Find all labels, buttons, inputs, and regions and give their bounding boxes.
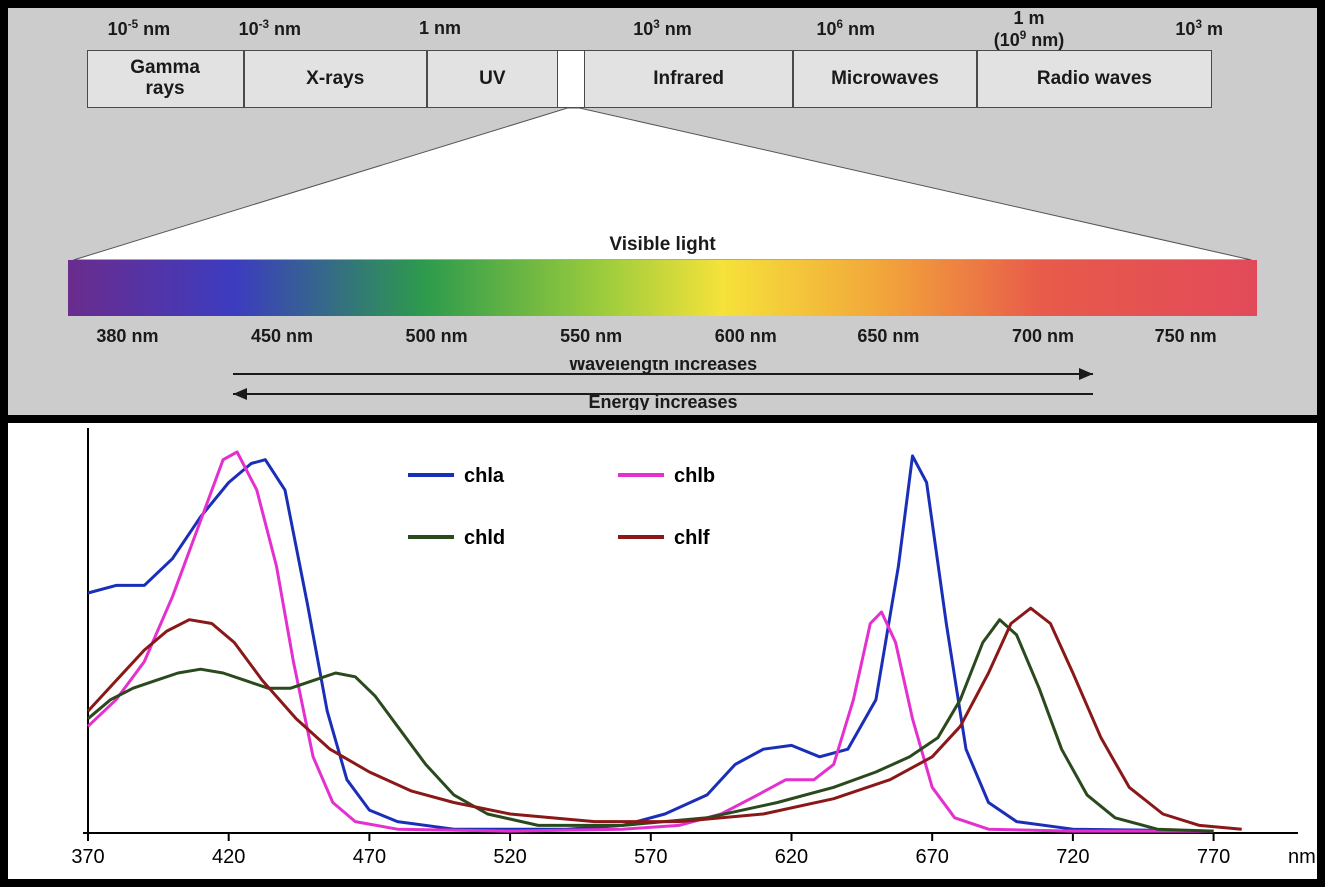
x-tick-label: 620 [775,846,808,868]
spectrum-band-uv: UV [427,50,558,108]
x-axis-label: nm [1288,846,1316,868]
spectrum-band-radio-waves: Radio waves [977,50,1213,108]
legend-label-chlb: chlb [674,465,715,487]
spectrum-band-x-rays: X-rays [244,50,427,108]
wavelength-scale-label: 10-5 nm [108,18,170,40]
visible-light-tick: 500 nm [406,326,468,347]
visible-light-tick: 750 nm [1155,326,1217,347]
x-tick-label: 770 [1197,846,1230,868]
visible-light-tick: 600 nm [715,326,777,347]
series-chlb [88,452,1214,831]
wavelength-scale-label: 103 m [1175,18,1223,40]
visible-light-gap [558,50,584,108]
x-tick-label: 420 [212,846,245,868]
series-chld [88,620,1214,831]
spectrum-band-infrared: Infrared [584,50,793,108]
visible-light-tick: 450 nm [251,326,313,347]
visible-light-gradient [68,260,1257,316]
wavelength-scale-label: 1 nm [419,18,461,39]
series-chla [88,456,1214,831]
visible-light-tick: 550 nm [560,326,622,347]
x-tick-label: 670 [915,846,948,868]
x-tick-label: 570 [634,846,667,868]
visible-light-title: Visible light [8,234,1317,256]
wavelength-scale-label: 10-3 nm [239,18,301,40]
x-tick-label: 520 [493,846,526,868]
spectrum-band-row: GammaraysX-raysUV InfraredMicrowavesRadio… [8,50,1317,108]
visible-light-tick: 380 nm [96,326,158,347]
series-chlf [88,608,1242,829]
absorption-spectrum-chart: 370 420 470 520 570 620 670 720 770 nm chla chlb chl… [8,423,1317,871]
wavelength-scale-label: 106 nm [816,18,875,40]
wavelength-scale-label: 1 m(109 nm) [994,8,1065,51]
wavelength-increases-label: Wavelength increases [568,360,756,374]
energy-increases-label: Energy increases [588,392,737,410]
spectrum-band-gamma-rays: Gammarays [87,50,244,108]
x-tick-label: 470 [353,846,386,868]
em-spectrum-panel: 10-5 nm 10-3 nm 1 nm 103 nm 106 nm 1 m(109 nm… [0,0,1325,423]
wavelength-scale-label: 103 nm [633,18,692,40]
legend-label-chla: chla [464,465,505,487]
x-tick-label: 720 [1056,846,1089,868]
wavelength-energy-arrows: Wavelength increases Energy increases [8,360,1317,410]
legend-label-chlf: chlf [674,527,710,549]
spectrum-band-microwaves: Microwaves [793,50,976,108]
legend-label-chld: chld [464,527,505,549]
visible-light-tick: 650 nm [857,326,919,347]
chlorophyll-absorption-chart-panel: 370 420 470 520 570 620 670 720 770 nm chla chlb chl… [0,423,1325,887]
visible-light-tick: 700 nm [1012,326,1074,347]
x-tick-label: 370 [71,846,104,868]
